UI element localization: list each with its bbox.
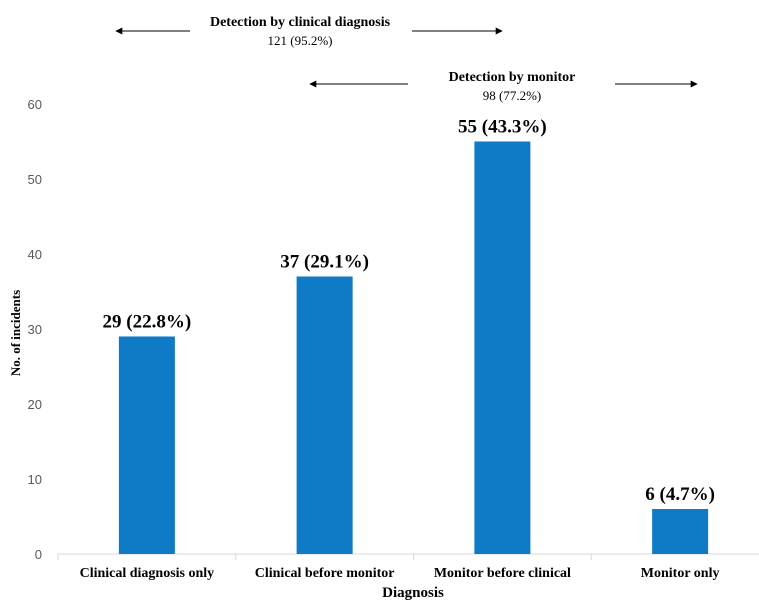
y-axis-title: No. of incidents [8, 290, 23, 376]
bar [652, 509, 709, 554]
y-tick-label: 10 [28, 472, 42, 487]
bar [118, 336, 175, 554]
bar [474, 141, 531, 554]
category-label: Monitor before clinical [434, 566, 571, 581]
y-tick-label: 50 [28, 172, 42, 187]
y-tick-label: 40 [28, 247, 42, 262]
category-label: Clinical before monitor [255, 566, 395, 581]
x-axis-ticks [57, 554, 592, 560]
y-tick-label: 20 [28, 397, 42, 412]
annotation-monitor-value: 98 (77.2%) [483, 88, 542, 103]
annotation-clinical: Detection by clinical diagnosis 121 (95.… [115, 15, 503, 48]
y-tick-label: 30 [28, 322, 42, 337]
category-label: Clinical diagnosis only [80, 566, 215, 581]
y-tick-label: 0 [35, 547, 42, 562]
y-axis-ticks: 0 10 20 30 40 50 60 [28, 97, 42, 562]
bar-series [118, 141, 709, 554]
annotation-clinical-title: Detection by clinical diagnosis [210, 15, 391, 30]
annotation-clinical-value: 121 (95.2%) [268, 33, 333, 48]
data-label: 55 (43.3%) [458, 117, 547, 138]
data-label: 6 (4.7%) [645, 484, 715, 505]
category-labels: Clinical diagnosis only Clinical before m… [80, 566, 720, 581]
x-axis-title: Diagnosis [382, 585, 444, 601]
data-label: 37 (29.1%) [280, 252, 369, 273]
annotation-monitor-title: Detection by monitor [449, 70, 576, 85]
bar [296, 276, 353, 554]
data-labels: 29 (22.8%) 37 (29.1%) 55 (43.3%) 6 (4.7%) [103, 117, 715, 506]
category-label: Monitor only [641, 566, 720, 581]
y-tick-label: 60 [28, 97, 42, 112]
annotation-monitor: Detection by monitor 98 (77.2%) [309, 70, 698, 103]
data-label: 29 (22.8%) [103, 312, 192, 333]
